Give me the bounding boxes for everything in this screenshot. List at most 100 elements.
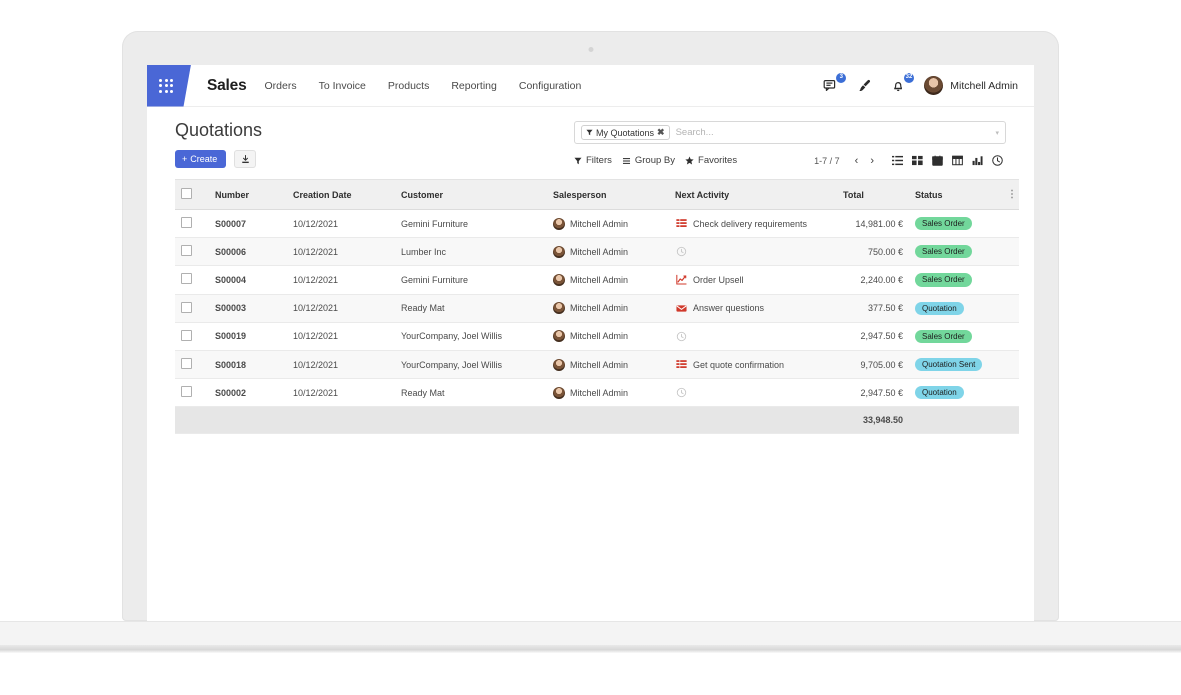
row-checkbox[interactable] [181,273,192,285]
menu-item-reporting[interactable]: Reporting [451,79,497,92]
cell-salesperson: Mitchell Admin [547,294,669,323]
user-menu[interactable]: Mitchell Admin [924,76,1018,95]
cell-total: 2,947.50 € [837,378,909,408]
column-header-number[interactable]: Number [209,179,287,210]
select-all-header [175,179,209,210]
user-avatar [924,76,944,95]
clock-icon[interactable] [675,330,687,342]
menu-item-products[interactable]: Products [387,79,430,92]
row-checkbox[interactable] [181,329,192,341]
cell-date: 10/12/2021 [287,265,395,295]
column-header-status[interactable]: Status [909,179,1001,210]
cell-salesperson: Mitchell Admin [547,378,669,408]
table-row[interactable]: S00004 10/12/2021 Gemini Furniture Mitch… [175,265,1019,295]
filter-icon [586,129,593,136]
search-tools: Filters Group By Favorites [574,153,1006,168]
row-checkbox[interactable] [181,386,192,398]
column-options-header[interactable]: ⋮ [1001,179,1019,210]
avatar [553,386,565,399]
pager-previous-button[interactable]: ‹ [854,154,859,167]
salesperson-name: Mitchell Admin [570,218,629,229]
salesperson-name: Mitchell Admin [570,246,629,257]
cell-date: 10/12/2021 [287,294,395,323]
status-badge: Quotation [915,386,964,400]
graph-view-icon[interactable] [969,153,986,168]
status-badge: Sales Order [915,217,972,231]
menu-item-to-invoice[interactable]: To Invoice [318,79,366,92]
status-badge: Quotation Sent [915,357,983,372]
search-facet-my-quotations[interactable]: My Quotations ✖ [581,125,670,140]
row-select-cell [175,209,209,239]
bell-icon[interactable]: 32 [890,72,915,95]
column-header-activity[interactable]: Next Activity [669,179,837,210]
red-list-icon[interactable] [675,359,687,371]
table-row[interactable]: S00002 10/12/2021 Ready Mat Mitchell Adm… [175,378,1019,408]
red-list-icon[interactable] [675,218,687,230]
table-footer-row: 33,948.50 [175,406,1019,435]
calendar-view-icon[interactable] [929,153,946,168]
cell-status: Quotation [909,294,1001,323]
app-brand-sales[interactable]: Sales [207,76,247,94]
table-row[interactable]: S00003 10/12/2021 Ready Mat Mitchell Adm… [175,294,1019,323]
messages-icon[interactable]: 3 [822,72,847,95]
create-button[interactable]: + Create [175,150,227,168]
laptop-foot [0,645,1181,653]
column-header-date[interactable]: Creation Date [287,179,395,210]
favorites-button[interactable]: Favorites [685,153,747,168]
topbar-right-tools: 3 32 [822,72,1034,95]
row-checkbox[interactable] [181,245,192,257]
page-title: Quotations [175,120,263,140]
table-row[interactable]: S00019 10/12/2021 YourCompany, Joel Will… [175,322,1019,351]
red-chart-icon[interactable] [675,274,687,286]
group-by-button[interactable]: Group By [622,153,685,168]
row-checkbox[interactable] [181,301,192,313]
table-row[interactable]: S00018 10/12/2021 YourCompany, Joel Will… [175,350,1019,380]
menu-item-orders[interactable]: Orders [264,79,297,92]
row-select-cell [175,322,209,351]
cell-activity: Order Upsell [669,265,837,295]
import-button[interactable] [234,150,257,168]
search-input[interactable]: Search... [675,127,714,138]
table-row[interactable]: S00007 10/12/2021 Gemini Furniture Mitch… [175,209,1019,239]
cell-date: 10/12/2021 [287,322,395,351]
activity-view-icon[interactable] [989,153,1006,168]
filters-button[interactable]: Filters [574,153,622,168]
cell-number: S00019 [209,322,287,351]
clock-icon[interactable] [675,387,687,399]
cell-salesperson: Mitchell Admin [547,209,669,239]
red-envelope-icon[interactable] [675,302,687,314]
kanban-view-icon[interactable] [909,153,926,168]
table-header-row: Number Creation Date Customer Salesperso… [175,179,1019,210]
select-all-checkbox[interactable] [181,188,192,199]
cell-options [1001,237,1019,267]
menu-item-configuration[interactable]: Configuration [518,79,582,92]
chevron-down-icon[interactable]: ▾ [995,129,999,137]
clock-icon[interactable] [675,246,687,258]
pager-next-button[interactable]: › [870,154,874,167]
row-checkbox[interactable] [181,217,192,229]
column-header-total[interactable]: Total [837,179,909,210]
row-checkbox[interactable] [181,358,192,370]
avatar [553,358,565,371]
action-buttons: + Create [175,150,475,168]
apps-menu-button[interactable] [147,65,191,107]
list-view-icon[interactable] [889,153,906,168]
cell-customer: Gemini Furniture [395,265,547,295]
brush-icon[interactable] [856,77,874,95]
quotations-table: Number Creation Date Customer Salesperso… [175,179,1019,435]
pivot-view-icon[interactable] [949,153,966,168]
close-icon[interactable]: ✖ [657,127,665,137]
user-name: Mitchell Admin [950,79,1018,92]
column-header-customer[interactable]: Customer [395,179,547,210]
search-bar[interactable]: My Quotations ✖ Search... ▾ [574,121,1006,144]
column-header-salesperson[interactable]: Salesperson [547,179,669,210]
cell-options [1001,350,1019,380]
control-panel-right: My Quotations ✖ Search... ▾ Filters [574,121,1006,168]
cell-customer: Lumber Inc [395,237,547,267]
avatar [553,302,565,315]
options-kebab-icon[interactable]: ⋮ [1007,189,1017,200]
cell-activity [669,378,837,408]
cell-activity: Check delivery requirements [669,209,837,239]
table-row[interactable]: S00006 10/12/2021 Lumber Inc Mitchell Ad… [175,237,1019,267]
cell-status: Sales Order [909,237,1001,267]
